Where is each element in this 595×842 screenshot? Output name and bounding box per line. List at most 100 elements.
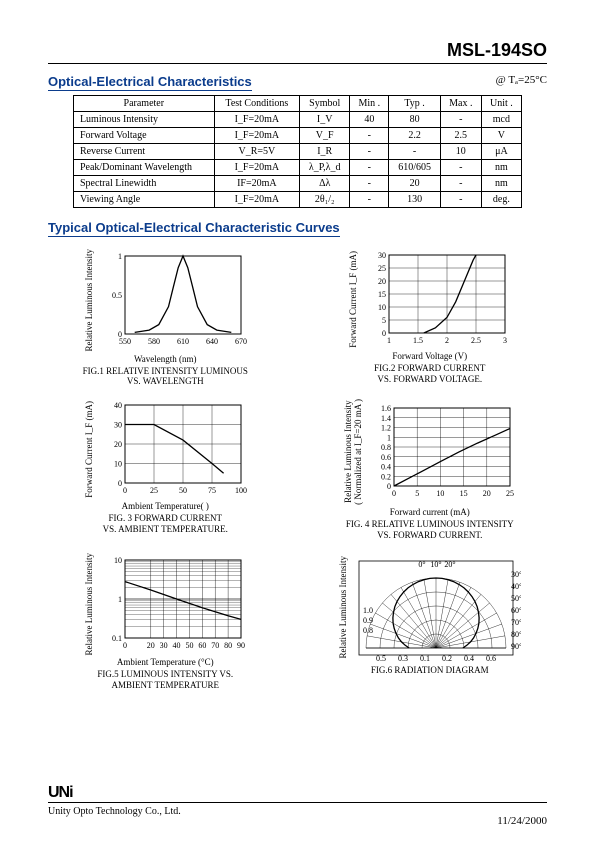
- fig3-caption: FIG. 3 FORWARD CURRENTVS. AMBIENT TEMPER…: [48, 513, 283, 535]
- svg-text:15: 15: [378, 290, 386, 299]
- part-number: MSL-194SO: [48, 40, 547, 61]
- svg-text:90°: 90°: [511, 642, 521, 651]
- col-min: Min .: [350, 96, 389, 112]
- table-cell: I_F=20mA: [214, 112, 299, 128]
- spec-table: Parameter Test Conditions Symbol Min . T…: [73, 95, 522, 208]
- fig5-ylabel: Relative Luminous Intensity: [84, 553, 94, 656]
- fig3-ylabel: Forward Current I_F (mA): [84, 401, 94, 498]
- table-cell: 10: [440, 144, 481, 160]
- svg-text:40°: 40°: [511, 582, 521, 591]
- table-cell: -: [350, 144, 389, 160]
- fig5-caption: FIG.5 LUMINOUS INTENSITY VS.AMBIENT TEMP…: [48, 669, 283, 691]
- company-name: Unity Opto Technology Co., Ltd.: [48, 806, 547, 817]
- svg-text:10: 10: [437, 489, 445, 498]
- svg-text:0.2: 0.2: [442, 654, 452, 663]
- fig1-cell: Relative Luminous Intensity 550580610640…: [48, 249, 283, 387]
- svg-text:0: 0: [392, 489, 396, 498]
- table-header-row: Parameter Test Conditions Symbol Min . T…: [73, 96, 521, 112]
- fig2-xlabel: Forward Voltage (V): [313, 351, 548, 361]
- svg-text:80°: 80°: [511, 630, 521, 639]
- table-cell: I_F=20mA: [214, 128, 299, 144]
- svg-text:1.4: 1.4: [381, 414, 391, 423]
- svg-text:10: 10: [114, 556, 122, 565]
- svg-text:20: 20: [378, 277, 386, 286]
- svg-text:1: 1: [118, 595, 122, 604]
- table-cell: 80: [389, 112, 441, 128]
- svg-text:15: 15: [460, 489, 468, 498]
- logo: UNi: [48, 784, 547, 802]
- table-cell: I_V: [300, 112, 350, 128]
- svg-text:0: 0: [123, 486, 127, 495]
- fig2-chart: 11.522.53051015202530: [361, 249, 511, 349]
- table-cell: 40: [350, 112, 389, 128]
- col-cond: Test Conditions: [214, 96, 299, 112]
- table-cell: Viewing Angle: [73, 192, 214, 208]
- section-title-curves: Typical Optical-Electrical Characteristi…: [48, 220, 340, 237]
- table-cell: 2θ₁/₂: [300, 192, 350, 208]
- table-cell: -: [350, 160, 389, 176]
- svg-text:0.8: 0.8: [381, 443, 391, 452]
- table-cell: Forward Voltage: [73, 128, 214, 144]
- svg-text:580: 580: [148, 337, 160, 346]
- table-cell: -: [389, 144, 441, 160]
- svg-text:2: 2: [445, 336, 449, 345]
- fig3-cell: Forward Current I_F (mA) 025507510001020…: [48, 399, 283, 540]
- table-row: Peak/Dominant WavelengthI_F=20mAλ_P,λ_d-…: [73, 160, 521, 176]
- ambient-condition: @ Tₐ=25°C: [496, 74, 547, 86]
- svg-text:670: 670: [235, 337, 247, 346]
- fig4-caption: FIG. 4 RELATIVE LUMINOUS INTENSITYVS. FO…: [313, 519, 548, 541]
- footer-date: 11/24/2000: [497, 815, 547, 827]
- fig5-chart: 020304050607080900.1110: [97, 554, 247, 654]
- table-cell: -: [440, 112, 481, 128]
- svg-text:30: 30: [378, 251, 386, 260]
- svg-text:20: 20: [146, 641, 154, 650]
- footer-rule: [48, 802, 547, 803]
- svg-text:30: 30: [114, 421, 122, 430]
- svg-text:2.5: 2.5: [471, 336, 481, 345]
- fig2-cell: Forward Current I_F (mA) 11.522.53051015…: [313, 249, 548, 387]
- table-row: Luminous IntensityI_F=20mAI_V4080-mcd: [73, 112, 521, 128]
- svg-text:1.2: 1.2: [381, 424, 391, 433]
- table-row: Spectral LinewidthIF=20mAΔλ-20-nm: [73, 176, 521, 192]
- table-cell: 610/605: [389, 160, 441, 176]
- svg-text:0.9: 0.9: [363, 616, 373, 625]
- svg-text:1: 1: [118, 252, 122, 261]
- fig1-xlabel: Wavelength (nm): [48, 354, 283, 364]
- svg-text:40: 40: [172, 641, 180, 650]
- table-cell: λ_P,λ_d: [300, 160, 350, 176]
- fig2-ylabel: Forward Current I_F (mA): [348, 251, 358, 348]
- svg-text:0: 0: [123, 641, 127, 650]
- svg-text:0.3: 0.3: [398, 654, 408, 663]
- table-cell: Luminous Intensity: [73, 112, 214, 128]
- table-cell: -: [350, 176, 389, 192]
- table-cell: V: [481, 128, 521, 144]
- fig4-chart: 051015202500.20.40.60.811.21.41.6: [366, 402, 516, 502]
- svg-text:10°: 10°: [431, 560, 442, 569]
- svg-text:3: 3: [503, 336, 507, 345]
- fig6-cell: Relative Luminous Intensity 0°10°20°30°4…: [313, 553, 548, 691]
- svg-text:100: 100: [235, 486, 247, 495]
- col-param: Parameter: [73, 96, 214, 112]
- svg-text:1: 1: [387, 336, 391, 345]
- table-cell: nm: [481, 176, 521, 192]
- fig4-xlabel: Forward current (mA): [313, 507, 548, 517]
- table-cell: -: [350, 192, 389, 208]
- svg-text:60°: 60°: [511, 606, 521, 615]
- svg-text:10: 10: [378, 303, 386, 312]
- svg-text:10: 10: [114, 460, 122, 469]
- fig6-ylabel: Relative Luminous Intensity: [338, 556, 348, 659]
- table-cell: I_R: [300, 144, 350, 160]
- svg-text:50: 50: [185, 641, 193, 650]
- svg-text:0.5: 0.5: [112, 291, 122, 300]
- svg-text:0.4: 0.4: [381, 463, 391, 472]
- svg-text:75: 75: [208, 486, 216, 495]
- svg-text:0.1: 0.1: [112, 634, 122, 643]
- svg-text:30: 30: [159, 641, 167, 650]
- footer: UNi Unity Opto Technology Co., Ltd. 11/2…: [48, 784, 547, 817]
- svg-text:60: 60: [198, 641, 206, 650]
- svg-text:0.6: 0.6: [486, 654, 496, 663]
- table-cell: deg.: [481, 192, 521, 208]
- svg-text:0: 0: [387, 482, 391, 491]
- svg-text:80: 80: [224, 641, 232, 650]
- col-unit: Unit .: [481, 96, 521, 112]
